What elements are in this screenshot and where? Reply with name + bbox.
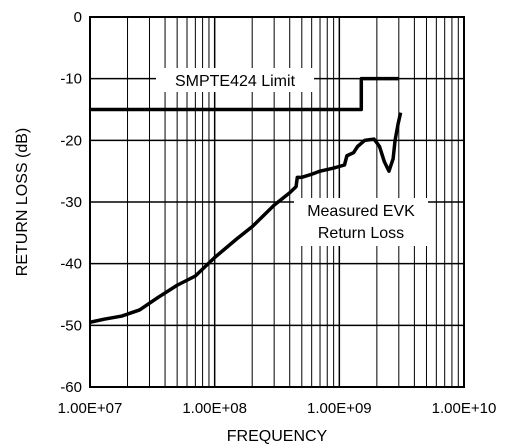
smpte424-limit-label: SMPTE424 Limit bbox=[175, 73, 296, 90]
x-tick-label: 1.00E+10 bbox=[432, 400, 497, 417]
y-tick-label: -10 bbox=[60, 71, 82, 88]
y-tick-label: -40 bbox=[60, 256, 82, 273]
x-tick-label: 1.00E+09 bbox=[307, 400, 372, 417]
x-tick-labels: 1.00E+07 1.00E+08 1.00E+09 1.00E+10 bbox=[58, 400, 497, 417]
measured-evk-label: Measured EVK Return Loss bbox=[307, 203, 415, 242]
measured-evk-label-line: Return Loss bbox=[318, 225, 404, 242]
smpte424-limit-line bbox=[90, 76, 399, 112]
y-tick-label: -20 bbox=[60, 132, 82, 149]
y-axis-label: RETURN LOSS (dB) bbox=[14, 128, 31, 276]
x-tick-label: 1.00E+07 bbox=[58, 400, 123, 417]
annotation-backgrounds bbox=[156, 68, 428, 246]
y-tick-label: 0 bbox=[74, 9, 82, 26]
y-tick-label: -60 bbox=[60, 379, 82, 396]
measured-evk-line bbox=[89, 112, 403, 324]
evk-label-background bbox=[294, 198, 428, 246]
x-axis-label: FREQUENCY bbox=[227, 428, 328, 445]
y-tick-label: -30 bbox=[60, 194, 82, 211]
limit-label-background bbox=[156, 68, 314, 92]
y-tick-label: -50 bbox=[60, 317, 82, 334]
measured-evk-label-line: Measured EVK bbox=[307, 203, 415, 220]
series-layer bbox=[89, 76, 403, 324]
x-tick-label: 1.00E+08 bbox=[182, 400, 247, 417]
plot-frame bbox=[89, 16, 465, 388]
y-tick-labels: 0 -10 -20 -30 -40 -50 -60 bbox=[60, 9, 82, 396]
